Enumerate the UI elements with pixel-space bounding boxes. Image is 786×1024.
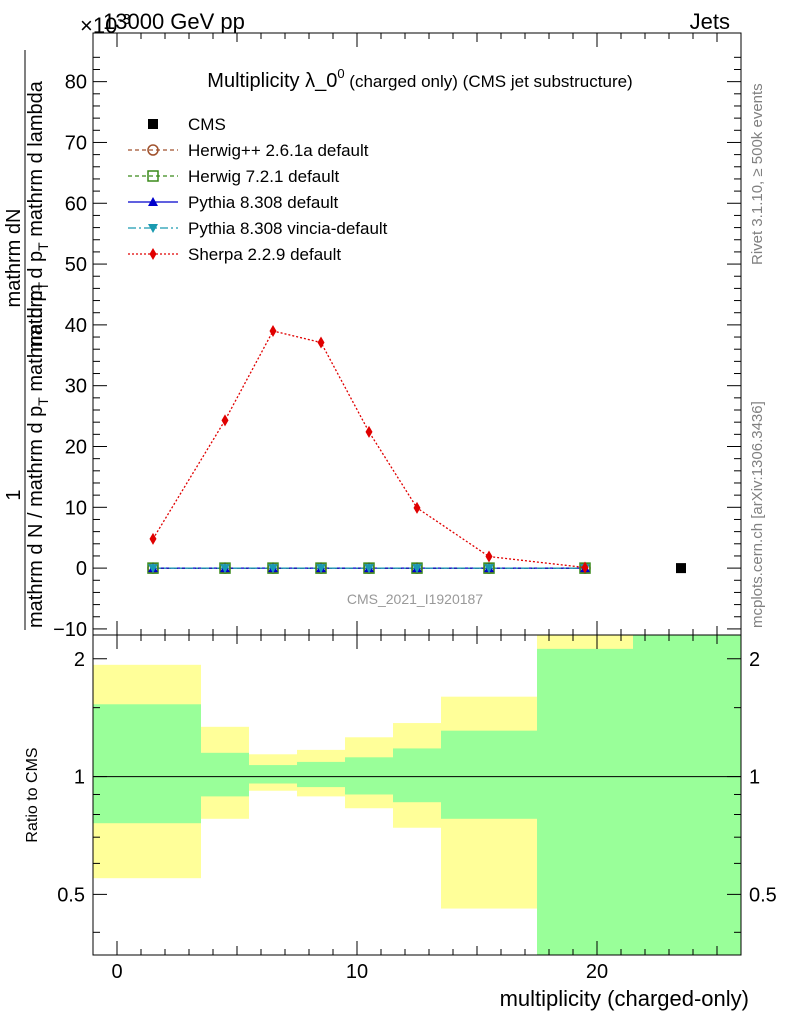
header-energy: 13000 GeV pp (103, 9, 245, 34)
legend-marker (149, 248, 157, 260)
ratio-band-green (393, 748, 441, 803)
ratio-band-green (345, 757, 393, 795)
legend-marker (147, 144, 159, 156)
ratio-band-green (93, 704, 201, 824)
upper-ytick-label: 60 (65, 193, 87, 215)
legend-item: Herwig++ 2.6.1a default (128, 141, 369, 160)
legend-label: Herwig++ 2.6.1a default (188, 141, 369, 160)
legend-item: Herwig 7.2.1 default (128, 167, 339, 186)
sherpa-point (485, 550, 493, 563)
series-point (220, 564, 230, 574)
lower-ytick-label: 0.5 (57, 884, 85, 906)
sherpa-point (365, 425, 373, 438)
series-point (484, 564, 494, 574)
upper-ytick-label: 50 (65, 254, 87, 276)
header-exponent: ×10-3 (80, 11, 131, 38)
ylabel-numerator: mathrm dN (3, 209, 25, 308)
lower-ytick-label: 1 (74, 767, 85, 789)
ratio-band-green (201, 752, 249, 797)
legend-item: Pythia 8.308 default (128, 193, 339, 212)
legend-label: Pythia 8.308 default (188, 193, 339, 212)
sherpa-point (269, 324, 277, 337)
legend-item: Pythia 8.308 vincia-default (128, 219, 388, 238)
upper-ytick-label: 20 (65, 436, 87, 458)
lower-frame (92, 634, 742, 956)
upper-ytick-label: 10 (65, 497, 87, 519)
sherpa-point (413, 501, 421, 514)
legend-item: CMS (148, 115, 226, 134)
sherpa-point (149, 532, 157, 545)
series-point (316, 564, 326, 574)
xtick-label: 0 (111, 961, 122, 983)
ratio-band-green (441, 730, 537, 819)
upper-ytick-label: 70 (65, 132, 87, 154)
sherpa-point (221, 414, 229, 427)
x-axis-label: multiplicity (charged-only) (500, 986, 749, 1011)
ylabel-denominator: mathrm d pT mathrm d lambda (25, 80, 51, 352)
ratio-bands (93, 635, 741, 955)
upper-ytick-label: 0 (76, 558, 87, 580)
lower-ytick-label-right: 0.5 (749, 884, 777, 906)
chart-title: Multiplicity λ_00 (charged only) (CMS je… (207, 66, 632, 92)
series-point (364, 564, 374, 574)
ylabel-one: 1 (3, 489, 25, 500)
legend-item: Sherpa 2.2.9 default (128, 245, 341, 264)
ratio-band-green (249, 765, 297, 784)
ylabel-lower: mathrm d N / mathrm d pT mathrm d pT (25, 281, 51, 628)
lower-panel: 0.5 0.51 12 20 10 20 (57, 634, 777, 983)
xtick-label: 10 (346, 961, 368, 983)
upper-ytick-label: −10 (53, 619, 87, 641)
lower-ytick-label: 2 (74, 649, 85, 671)
upper-series (147, 324, 686, 574)
lower-ytick-label-right: 1 (749, 767, 760, 789)
legend-marker (148, 197, 158, 206)
rivet-label: Rivet 3.1.10, ≥ 500k events (749, 83, 766, 265)
legend-marker (147, 170, 159, 182)
legend-marker (148, 224, 158, 233)
upper-y-ticks: −10 0 10 20 30 40 50 60 70 80 (53, 33, 741, 641)
legend: CMS Herwig++ 2.6.1a default Herwig 7.2.1 d… (128, 115, 388, 264)
ratio-band-green (633, 635, 741, 955)
lower-ticks: 0.5 0.51 12 20 10 20 (57, 635, 777, 983)
series-point (412, 564, 422, 574)
cms-point (676, 563, 686, 574)
legend-label: Sherpa 2.2.9 default (188, 245, 341, 264)
upper-panel: −10 0 10 20 30 40 50 60 70 80 (53, 32, 742, 641)
lower-ytick-label-right: 2 (749, 649, 760, 671)
series-line-sherpa (152, 330, 586, 569)
ratio-band-green (297, 761, 345, 788)
upper-ylabel: 1 mathrm d N / mathrm d pT mathrm d pT m… (3, 50, 51, 630)
sherpa-point (581, 561, 589, 574)
ratio-band-green (537, 648, 633, 955)
upper-ytick-label: 30 (65, 376, 87, 398)
watermark: CMS_2021_I1920187 (347, 591, 483, 607)
legend-marker (148, 119, 158, 129)
legend-label: CMS (188, 115, 226, 134)
upper-ytick-label: 40 (65, 315, 87, 337)
header-jets: Jets (690, 9, 730, 34)
legend-label: Pythia 8.308 vincia-default (188, 219, 388, 238)
series-point (148, 564, 158, 574)
mcplots-label: mcplots.cern.ch [arXiv:1306.3436] (749, 401, 766, 628)
upper-ytick-label: 80 (65, 72, 87, 94)
series-point (268, 564, 278, 574)
xtick-label: 20 (586, 961, 608, 983)
ratio-ylabel: Ratio to CMS (24, 747, 41, 842)
legend-label: Herwig 7.2.1 default (188, 167, 339, 186)
sherpa-point (317, 336, 325, 349)
